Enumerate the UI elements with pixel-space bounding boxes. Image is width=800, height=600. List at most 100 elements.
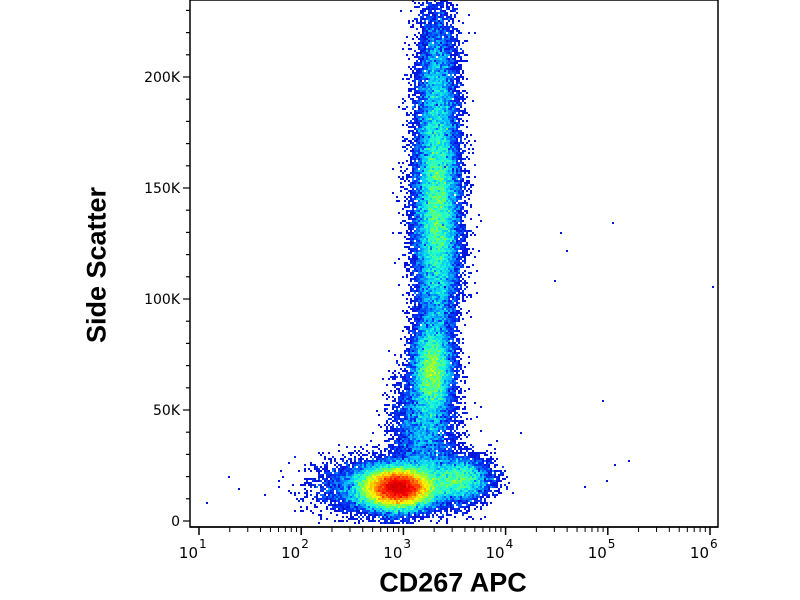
density-cell: [454, 366, 456, 368]
density-cell: [422, 30, 424, 32]
density-cell: [470, 272, 472, 274]
density-cell: [454, 334, 456, 336]
density-cell: [414, 126, 416, 128]
density-cell: [438, 278, 440, 280]
density-cell: [448, 308, 450, 310]
density-cell: [430, 128, 432, 130]
density-cell: [438, 388, 440, 390]
density-cell: [416, 224, 418, 226]
density-cell: [434, 348, 436, 350]
density-cell: [452, 238, 454, 240]
density-cell: [416, 190, 418, 192]
density-cell: [466, 142, 468, 144]
density-cell: [436, 76, 438, 78]
density-cell: [418, 166, 420, 168]
density-cell: [446, 266, 448, 268]
density-cell: [452, 156, 454, 158]
density-cell: [416, 234, 418, 236]
density-cell: [422, 94, 424, 96]
density-cell: [440, 16, 442, 18]
density-cell: [452, 164, 454, 166]
density-cell: [430, 168, 432, 170]
density-cell: [438, 126, 440, 128]
density-cell: [432, 304, 434, 306]
density-cell: [426, 262, 428, 264]
density-cell: [428, 62, 430, 64]
density-cell: [426, 374, 428, 376]
density-cell: [432, 116, 434, 118]
density-cell: [424, 290, 426, 292]
density-cell: [436, 326, 438, 328]
density-cell: [448, 176, 450, 178]
density-cell: [406, 382, 408, 384]
density-cell: [460, 198, 462, 200]
density-cell: [456, 86, 458, 88]
density-cell: [456, 226, 458, 228]
density-cell: [438, 32, 440, 34]
density-cell: [454, 212, 456, 214]
density-cell: [432, 44, 434, 46]
density-cell: [426, 338, 428, 340]
density-cell: [458, 174, 460, 176]
density-cell: [436, 370, 438, 372]
density-cell: [440, 24, 442, 26]
density-cell: [428, 272, 430, 274]
density-cell: [438, 366, 440, 368]
density-cell: [422, 234, 424, 236]
density-cell: [426, 244, 428, 246]
density-cell: [448, 44, 450, 46]
density-cell: [418, 360, 420, 362]
density-cell: [412, 118, 414, 120]
density-cell: [416, 316, 418, 318]
density-cell: [438, 188, 440, 190]
density-cell: [420, 292, 422, 294]
density-cell: [430, 146, 432, 148]
density-cell: [442, 308, 444, 310]
density-cell: [446, 200, 448, 202]
density-cell: [460, 186, 462, 188]
density-cell: [422, 118, 424, 120]
density-cell: [436, 162, 438, 164]
density-cell: [464, 188, 466, 190]
density-cell: [444, 350, 446, 352]
density-cell: [440, 254, 442, 256]
density-cell: [422, 10, 424, 12]
density-cell: [416, 130, 418, 132]
density-cell: [414, 212, 416, 214]
density-cell: [448, 356, 450, 358]
density-cell: [404, 74, 406, 76]
density-cell: [454, 378, 456, 380]
density-cell: [420, 104, 422, 106]
density-cell: [442, 384, 444, 386]
density-cell: [434, 386, 436, 388]
density-cell: [436, 178, 438, 180]
density-cell: [436, 356, 438, 358]
density-cell: [438, 112, 440, 114]
density-cell: [428, 98, 430, 100]
density-cell: [408, 122, 410, 124]
density-cell: [442, 150, 444, 152]
density-cell: [410, 228, 412, 230]
density-cell: [426, 180, 428, 182]
density-cell: [472, 148, 474, 150]
density-cell: [430, 330, 432, 332]
density-cell: [428, 268, 430, 270]
density-cell: [420, 100, 422, 102]
density-cell: [468, 310, 470, 312]
density-cell: [468, 170, 470, 172]
density-cell: [428, 26, 430, 28]
density-cell: [410, 248, 412, 250]
density-cell: [454, 200, 456, 202]
density-cell: [442, 174, 444, 176]
density-cell: [426, 272, 428, 274]
density-cell: [450, 186, 452, 188]
density-cell: [422, 8, 424, 10]
density-cell: [458, 110, 460, 112]
density-cell: [466, 92, 468, 94]
density-cell: [458, 262, 460, 264]
density-cell: [450, 158, 452, 160]
density-cell: [456, 360, 458, 362]
density-cell: [454, 208, 456, 210]
density-cell: [422, 306, 424, 308]
density-cell: [406, 386, 408, 388]
